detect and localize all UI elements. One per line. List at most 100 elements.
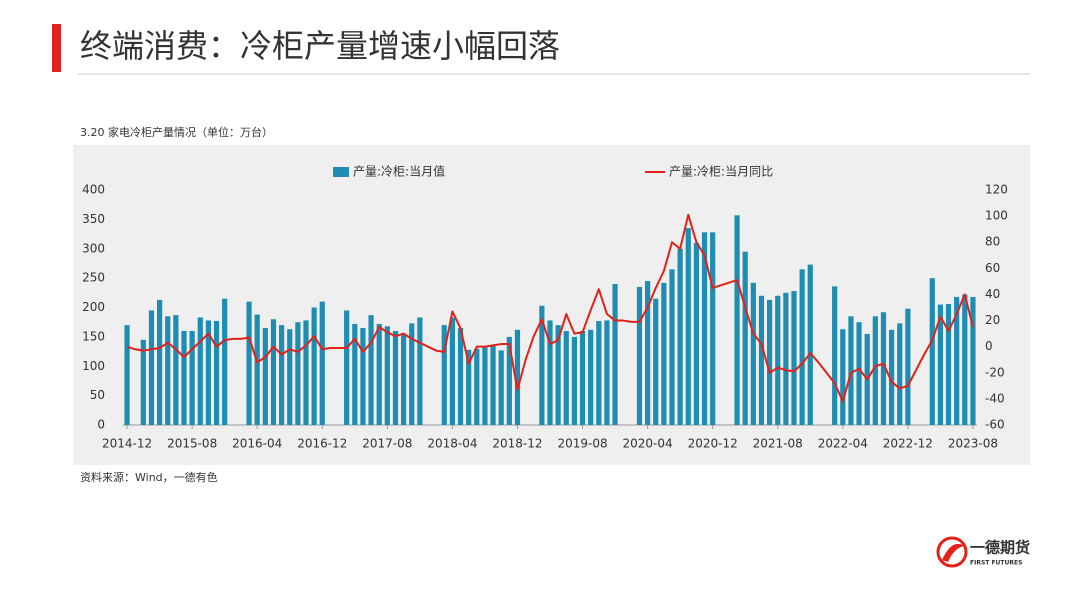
bar — [929, 278, 935, 425]
bar — [157, 299, 163, 425]
x-tick-label: 2023-08 — [948, 437, 998, 451]
logo-name: 一德期货 — [970, 539, 1030, 557]
bar — [287, 329, 293, 425]
bar — [571, 336, 577, 425]
bar — [791, 291, 797, 425]
bar — [547, 320, 553, 425]
y2-tick-label: 40 — [985, 287, 1000, 301]
bar — [937, 304, 943, 425]
y-tick-label: 0 — [97, 418, 105, 432]
bar — [246, 301, 252, 425]
bar — [270, 319, 277, 425]
bar — [889, 329, 895, 425]
bar — [376, 323, 382, 425]
y2-tick-label: 20 — [985, 313, 1000, 327]
y2-tick-label: 100 — [985, 209, 1008, 223]
bar — [758, 295, 765, 425]
bar — [856, 322, 862, 425]
bar — [401, 333, 407, 425]
bar — [482, 347, 488, 425]
bar — [807, 264, 813, 425]
source-note: 资料来源：Wind，一德有色 — [80, 470, 218, 484]
bar — [514, 329, 521, 425]
bar — [311, 307, 317, 425]
y-tick-label: 150 — [82, 329, 105, 343]
x-tick-label: 2016-12 — [297, 437, 347, 451]
bar — [880, 312, 887, 425]
bar — [750, 282, 756, 425]
bar — [140, 339, 146, 425]
bar — [254, 314, 260, 425]
bar — [563, 331, 569, 425]
bar — [588, 329, 594, 425]
bar — [775, 295, 781, 425]
bar — [970, 296, 976, 425]
logo: 一德期货 FIRST FUTURES — [936, 536, 1030, 568]
bar — [173, 315, 179, 425]
chart-caption: 3.20 家电冷柜产量情况（单位：万台） — [80, 125, 273, 139]
y2-tick-label: -60 — [985, 418, 1005, 432]
bar — [636, 286, 643, 425]
legend-label: 产量:冷柜:当月值 — [353, 164, 445, 179]
title-accent — [52, 24, 61, 72]
x-tick-label: 2019-08 — [557, 437, 607, 451]
y2-tick-label: -20 — [985, 365, 1005, 379]
bar — [262, 328, 268, 425]
bar — [506, 336, 512, 425]
bar — [872, 316, 878, 425]
x-tick-label: 2021-08 — [753, 437, 803, 451]
bar — [303, 320, 309, 425]
y-tick-label: 100 — [82, 359, 105, 373]
bar — [148, 310, 155, 425]
bar — [490, 345, 496, 425]
bar — [352, 323, 358, 425]
x-tick-label: 2017-08 — [362, 437, 412, 451]
bar — [799, 269, 805, 425]
bar — [222, 298, 228, 425]
bar — [474, 348, 480, 425]
bar — [701, 232, 708, 425]
y2-tick-label: 80 — [985, 235, 1000, 249]
slide-title: 终端消费：冷柜产量增速小幅回落 — [80, 27, 560, 65]
bar — [197, 317, 203, 425]
x-tick-label: 2016-04 — [232, 437, 282, 451]
y2-tick-label: 60 — [985, 261, 1000, 275]
bar — [767, 299, 773, 425]
bar — [579, 331, 586, 425]
bar — [742, 251, 748, 425]
y-tick-label: 350 — [82, 212, 105, 226]
bar — [954, 296, 960, 425]
logo-icon — [936, 536, 968, 568]
y-tick-label: 400 — [82, 183, 105, 197]
bar — [392, 331, 399, 425]
bar — [279, 325, 285, 425]
line — [126, 213, 974, 403]
bar — [653, 298, 659, 425]
bar — [165, 316, 171, 425]
x-tick-label: 2015-08 — [167, 437, 217, 451]
y-tick-label: 200 — [82, 300, 105, 314]
bar — [734, 215, 740, 425]
bar — [384, 326, 390, 425]
bar — [539, 305, 545, 425]
x-tick-label: 2018-04 — [427, 437, 477, 451]
bar — [848, 316, 854, 425]
x-tick-label: 2020-12 — [688, 437, 738, 451]
bar — [945, 303, 952, 425]
logo-swirl — [942, 543, 964, 562]
bar — [189, 331, 195, 425]
bar — [417, 317, 423, 425]
legend-label: 产量:冷柜:当月同比 — [669, 165, 773, 179]
bar — [840, 329, 846, 425]
bar — [441, 325, 447, 425]
y2-tick-label: -40 — [985, 391, 1005, 405]
bar — [685, 228, 691, 425]
x-tick-label: 2022-12 — [883, 437, 933, 451]
bar — [677, 248, 683, 425]
bar — [612, 284, 618, 425]
y-tick-label: 50 — [90, 388, 105, 402]
bar — [457, 328, 464, 425]
y-tick-label: 300 — [82, 241, 105, 255]
x-tick-label: 2018-12 — [492, 437, 542, 451]
